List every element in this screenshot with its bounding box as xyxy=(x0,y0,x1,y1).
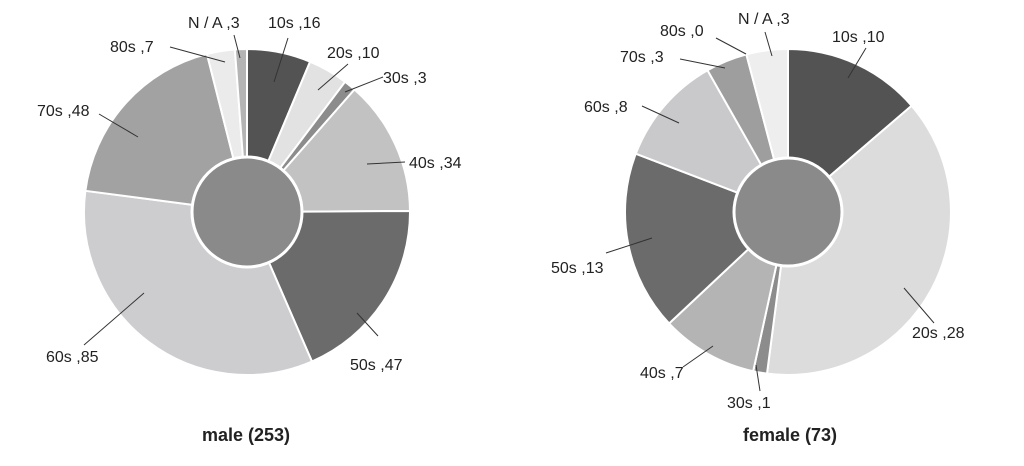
pie-slice-70s xyxy=(84,52,249,214)
leader-line xyxy=(366,161,406,165)
slice-label: 10s ,10 xyxy=(832,29,885,46)
leader-line xyxy=(98,113,139,138)
leader-line xyxy=(273,37,289,83)
slice-label: 80s ,7 xyxy=(110,39,154,56)
slice-label: 50s ,47 xyxy=(350,357,403,374)
leader-line xyxy=(679,58,726,69)
leader-line xyxy=(847,47,867,79)
donut-center xyxy=(732,156,844,268)
slice-label: 50s ,13 xyxy=(551,260,604,277)
female-chart-title: female (73) xyxy=(743,425,837,445)
pie-slice-50s xyxy=(624,152,790,325)
pie-slice-20s xyxy=(765,104,952,376)
slice-label: 30s ,1 xyxy=(727,395,771,412)
leader-line xyxy=(317,63,349,91)
female-donut-chart: 10s ,10 20s ,28 30s ,1 40s ,7 50s ,13 60s ,8 7… xyxy=(551,11,965,412)
male-chart-title: male (253) xyxy=(202,425,290,445)
leader-line xyxy=(641,105,680,124)
leader-line xyxy=(83,292,145,346)
leader-line xyxy=(715,37,747,55)
slice-label: 30s ,3 xyxy=(383,70,427,87)
leader-line xyxy=(233,34,241,59)
slice-label: N / A ,3 xyxy=(188,15,240,32)
slice-label: 40s ,34 xyxy=(409,155,462,172)
slice-label: N / A ,3 xyxy=(738,11,790,28)
slice-label: 10s ,16 xyxy=(268,15,321,32)
leader-line xyxy=(755,364,761,392)
slice-label: 60s ,8 xyxy=(584,99,628,116)
slice-label: 40s ,7 xyxy=(640,365,684,382)
slice-label: 70s ,48 xyxy=(37,103,90,120)
slice-label: 20s ,28 xyxy=(912,325,965,342)
leader-line xyxy=(356,312,379,337)
slice-label: 20s ,10 xyxy=(327,45,380,62)
leader-line xyxy=(169,46,226,63)
donut-center xyxy=(190,155,304,269)
leader-line xyxy=(903,287,935,324)
slice-label: 80s ,0 xyxy=(660,23,704,40)
slice-label: 60s ,85 xyxy=(46,349,99,366)
leader-line xyxy=(605,237,653,254)
leader-line xyxy=(682,345,714,368)
slice-label: 70s ,3 xyxy=(620,49,664,66)
leader-line xyxy=(764,31,773,57)
leader-line xyxy=(344,76,384,93)
